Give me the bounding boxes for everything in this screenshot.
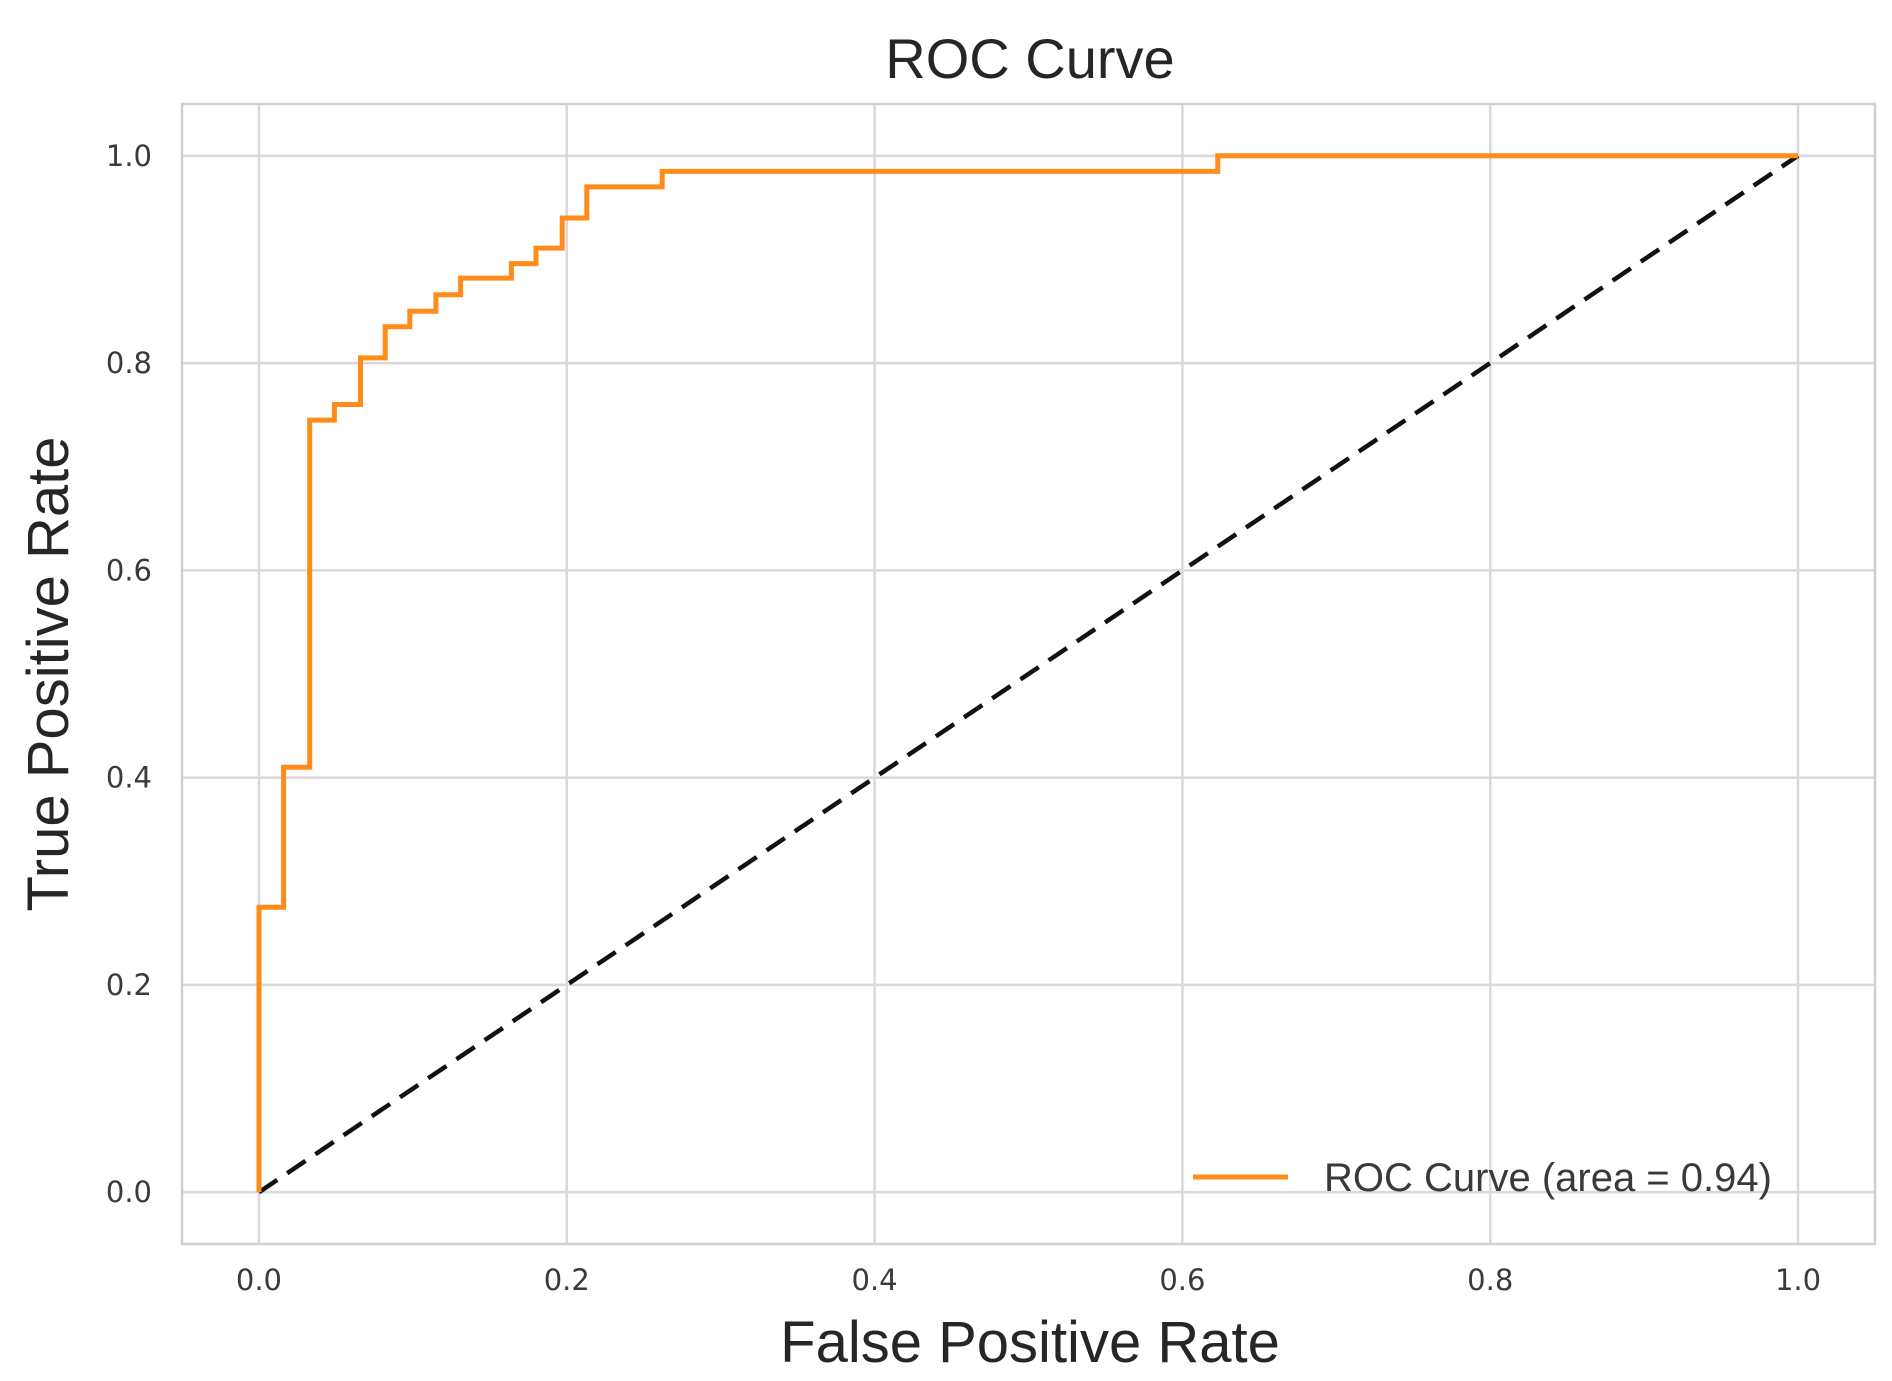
plot-frame: [180, 102, 1877, 1246]
x-tick-label: 1.0: [1775, 1263, 1821, 1297]
series: [256, 153, 1800, 1195]
legend: ROC Curve (area = 0.94): [1193, 1156, 1772, 1200]
x-tick-label: 0.0: [236, 1263, 282, 1297]
x-axis-title: False Positive Rate: [780, 1310, 1280, 1375]
y-tick-label: 0.6: [106, 553, 152, 587]
y-axis-title: True Positive Rate: [16, 437, 81, 912]
x-tick-label: 0.8: [1467, 1263, 1513, 1297]
grid: [182, 104, 1875, 1244]
y-tick-label: 1.0: [106, 139, 152, 173]
x-tick-label: 0.4: [852, 1263, 898, 1297]
x-axis-ticks: 0.0 0.2 0.4 0.6 0.8 1.0: [236, 1263, 1821, 1297]
roc-curve-line: [256, 153, 1798, 1193]
y-tick-label: 0.4: [106, 761, 152, 795]
legend-label-roc: ROC Curve (area = 0.94): [1324, 1156, 1772, 1200]
x-tick-label: 0.2: [544, 1263, 590, 1297]
y-axis-ticks: 0.0 0.2 0.4 0.6 0.8 1.0: [106, 139, 152, 1209]
y-tick-label: 0.8: [106, 346, 152, 380]
chart-title: ROC Curve: [885, 27, 1174, 90]
diagonal-reference-line: [257, 153, 1800, 1195]
y-tick-label: 0.0: [106, 1175, 152, 1209]
y-tick-label: 0.2: [106, 968, 152, 1002]
x-tick-label: 0.6: [1159, 1263, 1205, 1297]
